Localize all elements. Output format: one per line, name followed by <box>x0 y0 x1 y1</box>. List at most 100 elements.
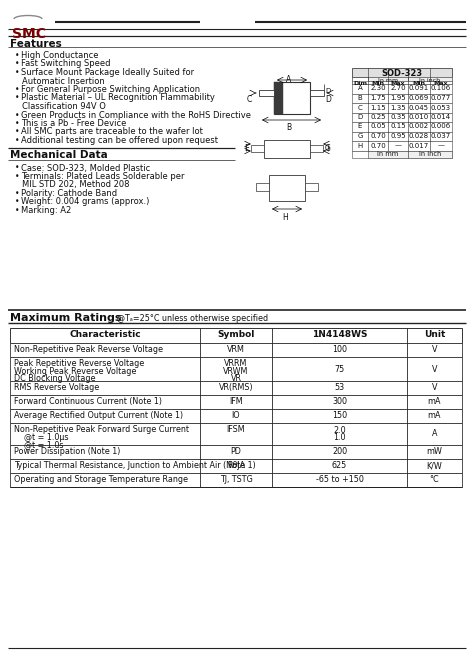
Text: -65 to +150: -65 to +150 <box>316 476 364 484</box>
Bar <box>256 183 269 191</box>
Text: •: • <box>15 51 19 60</box>
Text: @t = 1.0s: @t = 1.0s <box>14 440 64 449</box>
Bar <box>251 145 264 152</box>
Text: 1.35: 1.35 <box>390 105 406 111</box>
Text: Symbol: Symbol <box>217 330 255 339</box>
Text: A: A <box>357 85 363 91</box>
Text: Power Dissipation (Note 1): Power Dissipation (Note 1) <box>14 447 120 456</box>
Text: 100: 100 <box>332 346 347 354</box>
Text: 0.002: 0.002 <box>409 123 429 130</box>
Text: Dim: Dim <box>353 81 367 86</box>
Bar <box>352 81 452 84</box>
Text: Working Peak Reverse Voltage: Working Peak Reverse Voltage <box>14 366 137 376</box>
Text: 0.069: 0.069 <box>409 95 429 101</box>
Text: A: A <box>432 429 437 439</box>
Text: 53: 53 <box>335 384 345 393</box>
Text: VRWM: VRWM <box>223 366 249 376</box>
Text: D: D <box>325 88 330 94</box>
Text: —: — <box>438 142 445 148</box>
Text: E: E <box>358 123 362 130</box>
Text: Min: Min <box>372 81 384 86</box>
Text: Polarity: Cathode Band: Polarity: Cathode Band <box>21 189 117 198</box>
Bar <box>352 84 452 93</box>
Text: 0.05: 0.05 <box>370 123 386 130</box>
Text: Unit: Unit <box>424 330 445 339</box>
Bar <box>352 150 452 158</box>
Text: Maximum Ratings: Maximum Ratings <box>10 313 121 323</box>
Text: TJ, TSTG: TJ, TSTG <box>219 475 252 484</box>
Text: IO: IO <box>232 411 240 420</box>
Text: G: G <box>357 133 363 139</box>
Text: DC Blocking Voltage: DC Blocking Voltage <box>14 374 95 383</box>
Text: High Conductance: High Conductance <box>21 51 99 60</box>
Text: Plastic Material – UL Recognition Flammability: Plastic Material – UL Recognition Flamma… <box>21 93 215 103</box>
Text: RθJA: RθJA <box>227 461 245 470</box>
Text: Average Rectified Output Current (Note 1): Average Rectified Output Current (Note 1… <box>14 411 183 420</box>
Text: mA: mA <box>428 397 441 407</box>
Bar <box>259 90 274 96</box>
Bar <box>10 409 462 423</box>
Text: V: V <box>432 346 437 354</box>
Text: This is a Pb - Free Device: This is a Pb - Free Device <box>21 119 127 128</box>
Text: —: — <box>394 142 401 148</box>
Bar <box>10 381 462 395</box>
Bar <box>408 150 452 158</box>
Text: Case: SOD-323, Molded Plastic: Case: SOD-323, Molded Plastic <box>21 164 150 172</box>
Bar <box>310 90 324 96</box>
Bar <box>274 82 283 114</box>
Text: Characteristic: Characteristic <box>69 330 141 339</box>
Text: 0.014: 0.014 <box>431 114 451 120</box>
Text: Classification 94V O: Classification 94V O <box>22 102 106 111</box>
Text: 0.045: 0.045 <box>409 105 429 111</box>
Bar <box>264 140 310 158</box>
Bar <box>352 93 452 103</box>
Text: Mechanical Data: Mechanical Data <box>10 150 108 160</box>
Text: H: H <box>282 213 288 222</box>
Text: G: G <box>325 144 331 153</box>
Text: SMC: SMC <box>12 27 46 41</box>
Text: A: A <box>286 75 292 84</box>
Text: •: • <box>15 127 19 136</box>
Text: 0.70: 0.70 <box>370 142 386 148</box>
Text: Max: Max <box>434 81 448 86</box>
Text: B: B <box>286 123 292 132</box>
Text: •: • <box>15 197 19 207</box>
Text: 625: 625 <box>332 462 347 470</box>
Bar <box>10 459 462 473</box>
Text: 75: 75 <box>334 364 345 374</box>
Text: 1.15: 1.15 <box>370 105 386 111</box>
Text: VRRM: VRRM <box>224 359 248 368</box>
Text: 150: 150 <box>332 411 347 421</box>
Bar <box>10 328 462 343</box>
Bar <box>10 445 462 459</box>
Text: •: • <box>15 119 19 128</box>
Bar <box>352 103 452 113</box>
Text: Max: Max <box>391 81 405 86</box>
Bar <box>368 150 408 158</box>
Text: In mm: In mm <box>377 152 399 158</box>
Text: Forward Continuous Current (Note 1): Forward Continuous Current (Note 1) <box>14 397 162 406</box>
Text: °C: °C <box>430 476 439 484</box>
Bar <box>10 343 462 357</box>
Text: In mm: In mm <box>378 77 398 83</box>
Text: V: V <box>432 364 437 374</box>
Text: Weight: 0.004 grams (approx.): Weight: 0.004 grams (approx.) <box>21 197 149 207</box>
Text: For General Purpose Switching Application: For General Purpose Switching Applicatio… <box>21 85 200 94</box>
Text: Fast Switching Speed: Fast Switching Speed <box>21 60 110 68</box>
Text: VRM: VRM <box>227 345 245 354</box>
Bar <box>352 77 452 84</box>
Text: Features: Features <box>10 39 62 49</box>
Text: •: • <box>15 172 19 181</box>
Bar <box>10 423 462 445</box>
Text: Non-Repetitive Peak Reverse Voltage: Non-Repetitive Peak Reverse Voltage <box>14 345 163 354</box>
Text: 0.70: 0.70 <box>370 133 386 139</box>
Bar <box>269 175 305 201</box>
Text: VR: VR <box>230 374 241 383</box>
Text: 1N4148WS: 1N4148WS <box>312 330 367 339</box>
Bar <box>368 77 408 81</box>
Text: D: D <box>357 114 363 120</box>
Text: PD: PD <box>230 447 241 456</box>
Bar <box>10 395 462 409</box>
Text: •: • <box>15 60 19 68</box>
Bar <box>10 357 462 381</box>
